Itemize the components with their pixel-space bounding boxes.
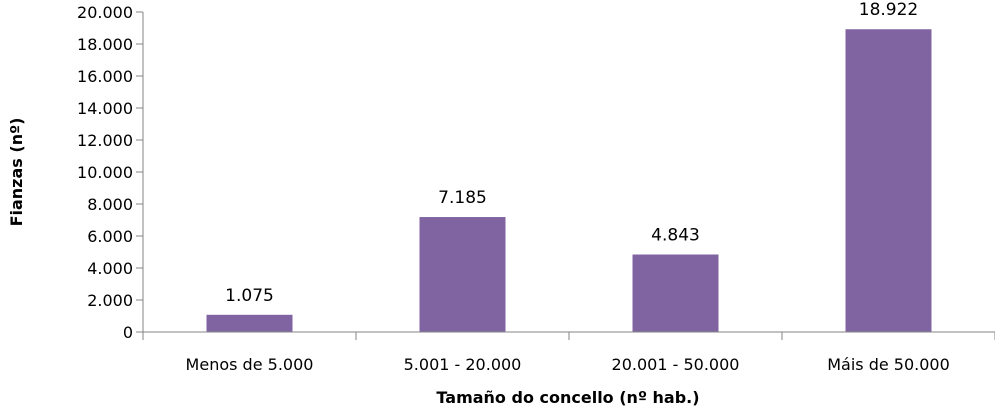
y-tick-label: 18.000 bbox=[77, 35, 133, 54]
data-label: 4.843 bbox=[651, 226, 700, 246]
y-tick-label: 2.000 bbox=[87, 291, 133, 310]
y-axis-label: Fianzas (nº) bbox=[7, 118, 26, 227]
data-label: 18.922 bbox=[859, 0, 918, 20]
y-tick-label: 8.000 bbox=[87, 195, 133, 214]
x-category-label: Máis de 50.000 bbox=[827, 355, 950, 374]
y-tick-label: 12.000 bbox=[77, 131, 133, 150]
x-category-label: 20.001 - 50.000 bbox=[612, 355, 740, 374]
bar bbox=[419, 217, 506, 332]
y-tick-label: 20.000 bbox=[77, 3, 133, 22]
y-tick-label: 4.000 bbox=[87, 259, 133, 278]
data-label: 7.185 bbox=[438, 188, 487, 208]
y-tick-label: 16.000 bbox=[77, 67, 133, 86]
bar bbox=[206, 314, 293, 332]
y-tick-label: 14.000 bbox=[77, 99, 133, 118]
bar bbox=[632, 254, 719, 332]
y-tick-label: 6.000 bbox=[87, 227, 133, 246]
x-axis-label: Tamaño do concello (nº hab.) bbox=[436, 388, 699, 407]
x-category-label: 5.001 - 20.000 bbox=[404, 355, 522, 374]
data-label: 1.075 bbox=[225, 286, 274, 306]
y-tick-label: 0 bbox=[123, 323, 133, 342]
bar bbox=[845, 29, 932, 333]
x-category-label: Menos de 5.000 bbox=[186, 355, 314, 374]
y-tick-label: 10.000 bbox=[77, 163, 133, 182]
